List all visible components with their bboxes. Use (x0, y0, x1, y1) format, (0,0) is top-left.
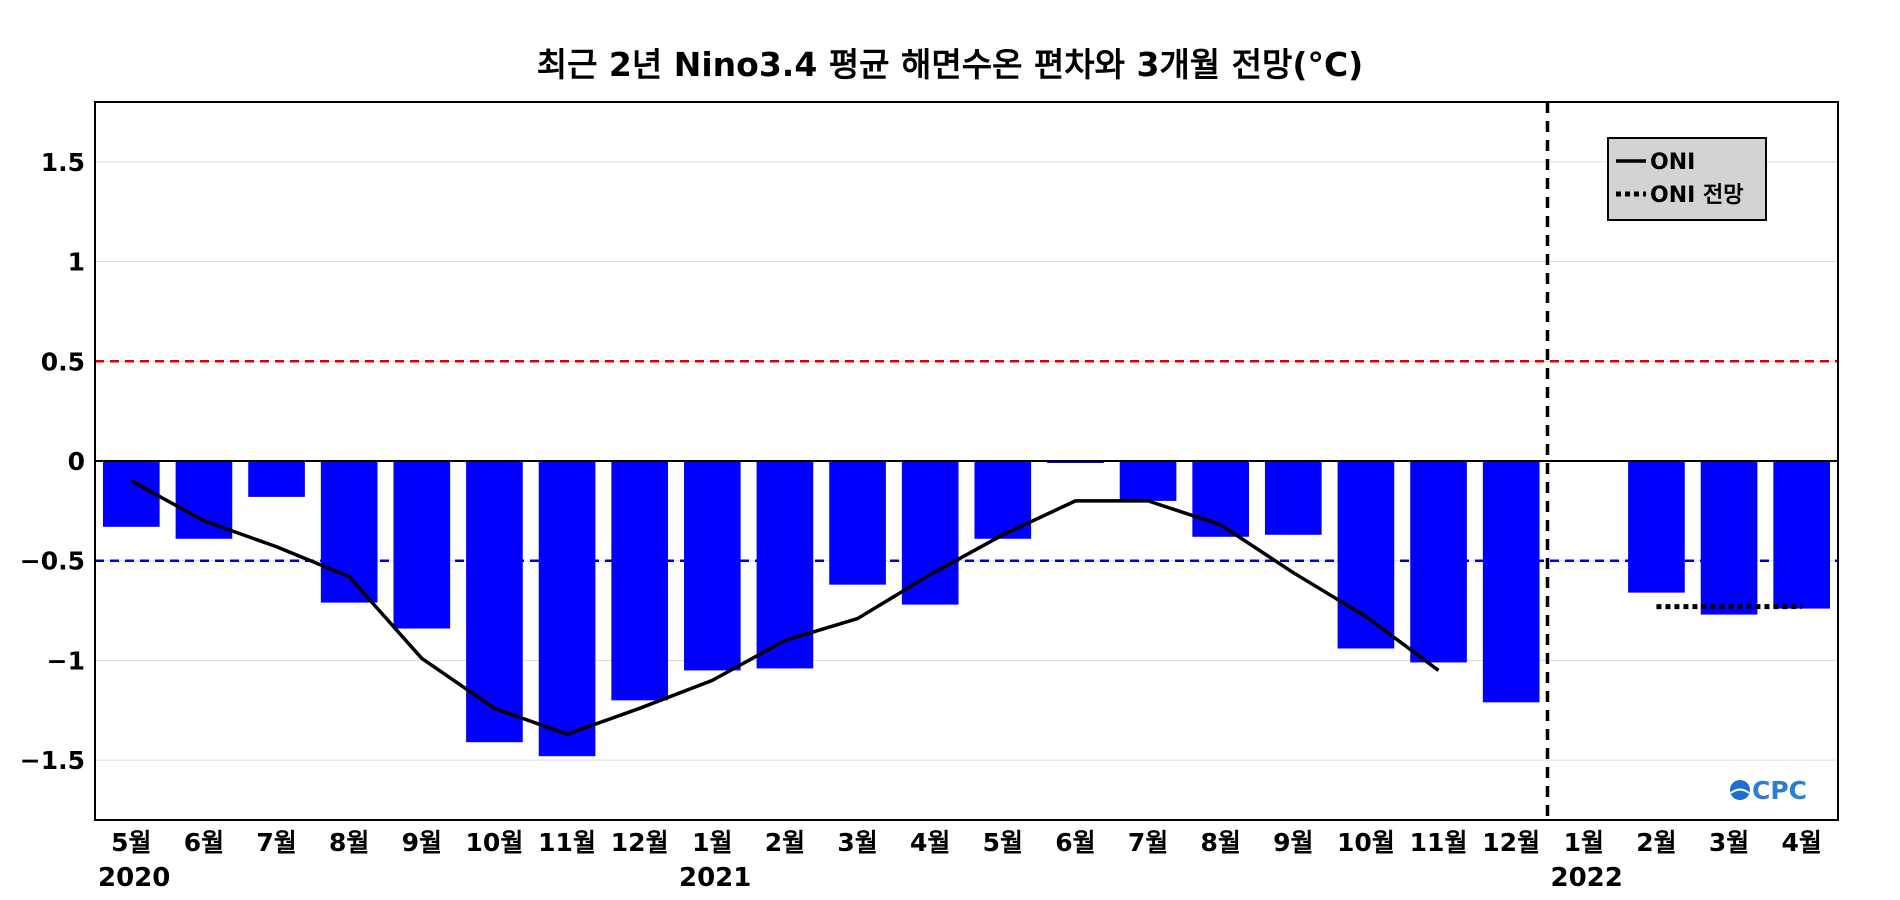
oni-series (130, 479, 1802, 736)
anomaly-bar (248, 461, 305, 497)
year-label: 2022 (1551, 863, 1623, 893)
y-tick-label: 0.5 (41, 347, 85, 376)
x-tick-label: 4월 (910, 828, 950, 857)
x-tick-label: 5월 (111, 828, 151, 857)
anomaly-bar (320, 461, 378, 603)
plot-frame (94, 101, 1839, 821)
x-tick-label: 11월 (1410, 828, 1468, 857)
x-tick-label: 1월 (692, 828, 732, 857)
anomaly-bar (1482, 461, 1540, 703)
x-tick-label: 9월 (1273, 828, 1313, 857)
x-tick-label: 1월 (1564, 828, 1604, 857)
anomaly-bar (611, 461, 669, 701)
x-tick-label: 7월 (256, 828, 296, 857)
x-tick-label: 8월 (1200, 828, 1240, 857)
x-tick-label: 9월 (402, 828, 442, 857)
legend: ONI ONI 전망 (1607, 137, 1767, 221)
anomaly-bar (1337, 461, 1395, 649)
anomaly-bar (1119, 461, 1177, 501)
y-tick-label: −1.5 (20, 746, 85, 775)
anomaly-bar (683, 461, 741, 671)
cpc-logo: CPC (1730, 776, 1807, 805)
anomaly-bar (1410, 461, 1467, 663)
y-tick-label: 0 (68, 447, 85, 476)
anomaly-bar (538, 461, 596, 757)
x-tick-label: 6월 (184, 828, 224, 857)
anomaly-bar (466, 461, 523, 743)
x-tick-label: 3월 (1709, 828, 1749, 857)
legend-forecast-label: ONI 전망 (1650, 183, 1743, 208)
anomaly-bar (1628, 461, 1685, 593)
x-tick-label: 10월 (466, 828, 524, 857)
x-tick-label: 12월 (1482, 828, 1540, 857)
x-tick-label: 3월 (837, 828, 877, 857)
y-tick-labels: −1.5 −1 −0.5 0 0.5 1 1.5 (20, 148, 85, 775)
y-tick-label: −1 (47, 646, 85, 675)
year-label: 2020 (98, 863, 170, 893)
year-label: 2021 (679, 863, 751, 893)
x-tick-label: 7월 (1128, 828, 1168, 857)
chart-title: 최근 2년 Nino3.4 평균 해면수온 편차와 3개월 전망(°C) (537, 45, 1364, 84)
x-tick-labels: 5월 6월 7월 8월 9월 10월 11월 12월 1월 2월 3월 4월 5월 6월 7월 8월 9월 10월… (111, 828, 1822, 857)
x-tick-label: 4월 (1781, 828, 1821, 857)
y-tick-label: 1 (68, 248, 85, 277)
oni-line (130, 479, 1440, 736)
x-tick-label: 8월 (329, 828, 369, 857)
bar-series (102, 461, 1831, 757)
anomaly-bar (901, 461, 959, 605)
anomaly-bar (829, 461, 886, 585)
x-tick-label: 5월 (983, 828, 1023, 857)
cpc-logo-text: CPC (1752, 776, 1807, 805)
x-tick-label: 10월 (1337, 828, 1395, 857)
anomaly-bar (1773, 461, 1831, 609)
x-tick-label: 12월 (611, 828, 669, 857)
x-tick-label: 6월 (1055, 828, 1095, 857)
anomaly-bar (756, 461, 814, 669)
anomaly-bar (1264, 461, 1322, 535)
anomaly-bar (102, 461, 160, 527)
legend-box (1607, 137, 1767, 221)
legend-oni-label: ONI (1650, 150, 1695, 175)
anomaly-bar (393, 461, 451, 629)
x-tick-label: 11월 (538, 828, 596, 857)
x-tick-label: 2월 (1636, 828, 1676, 857)
reference-lines (95, 360, 1838, 562)
x-tick-label: 2월 (765, 828, 805, 857)
year-labels: 2020 2021 2022 (98, 863, 1623, 893)
axes (94, 101, 1839, 821)
y-tick-label: 1.5 (41, 148, 85, 177)
y-tick-label: −0.5 (20, 547, 85, 576)
anomaly-bar (1700, 461, 1758, 615)
